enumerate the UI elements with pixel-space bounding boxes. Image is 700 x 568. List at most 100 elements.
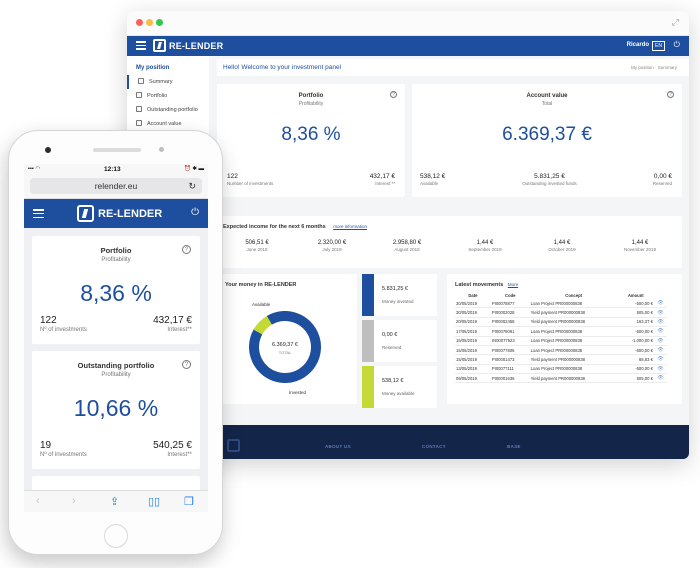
income-value: 1,44 € [476, 240, 494, 246]
relender-logo-icon [77, 205, 94, 222]
table-row[interactable]: 30/05/2019 PI00078877 Loan Project PR00000… [455, 299, 667, 309]
document-icon [136, 92, 142, 98]
donut-slice-available [253, 315, 272, 335]
sidebar-item-portfolio[interactable]: Portfolio [127, 89, 209, 103]
minimize-window-dot[interactable] [146, 19, 153, 26]
view-icon[interactable]: 👁 [653, 326, 667, 337]
portfolio-card: Portfolio Profitability ? 8,36 % 122 Num… [217, 84, 405, 197]
help-icon[interactable]: ? [390, 91, 397, 98]
outstanding-investments: 19 Nº of investments [40, 440, 87, 458]
donut-invested-label: Invested [289, 390, 307, 395]
date-cell: 30/05/2019 [455, 299, 491, 309]
column-header: Date [468, 293, 478, 298]
portfolio-profitability: 8,36 % [281, 124, 341, 145]
help-icon[interactable]: ? [182, 245, 191, 254]
help-icon[interactable]: ? [182, 360, 191, 369]
reserved-label: Reserved [652, 181, 672, 186]
footer-link-base[interactable]: BASE [507, 444, 521, 449]
income-month-label: August 2019 [394, 247, 420, 252]
view-icon[interactable]: 👁 [653, 317, 667, 328]
power-icon[interactable]: ⏻ [673, 40, 680, 49]
home-button[interactable] [104, 524, 128, 548]
view-icon[interactable]: 👁 [653, 299, 667, 309]
window-chrome: ⤢ [127, 11, 689, 36]
investments-label: Number of investments [227, 181, 274, 186]
bookmarks-icon[interactable]: ▯▯ [148, 496, 161, 508]
sidebar-item-summary[interactable]: Summary [127, 75, 209, 89]
footer-logo-icon [227, 439, 240, 452]
camera-icon [45, 147, 51, 153]
income-more-link[interactable]: more information [333, 224, 367, 229]
account-title: Account value [526, 93, 568, 99]
language-selector[interactable]: EN [652, 41, 665, 51]
status-bar: ▪▪▪ ◠ 12:13 ⏰ ✱ ▬ [24, 164, 208, 175]
folder-icon [136, 106, 142, 112]
menu-icon[interactable] [136, 41, 146, 52]
table-row[interactable]: 15/05/2019 IN00077523 Loan Project PR00000… [455, 336, 667, 346]
footer-link-about[interactable]: ABOUT US [325, 444, 351, 449]
income-month-label: June 2019 [246, 247, 268, 252]
sidebar-item-label: Summary [149, 79, 173, 85]
close-window-dot[interactable] [136, 19, 143, 26]
view-icon[interactable]: 👁 [653, 307, 667, 318]
table-row[interactable]: 17/05/2019 PI00078091 Loan Project PR00000… [455, 326, 667, 337]
url-field[interactable]: relender.eu [30, 178, 202, 194]
money-card: Your money in RE-LENDER 6.369,37 € TOTAL… [217, 274, 357, 404]
tabs-icon[interactable]: ❐ [184, 496, 194, 508]
user-name[interactable]: Ricardo [626, 42, 649, 48]
date-cell: 30/05/2019 [455, 307, 491, 318]
sidebar-item-label: Outstanding portfolio [147, 107, 198, 113]
brand-logo[interactable]: RE-LENDER [77, 205, 162, 222]
view-icon[interactable]: 👁 [653, 373, 667, 384]
concept-cell: Loan Project PR000000838 [529, 364, 618, 375]
table-row[interactable]: 30/05/2019 PI00002028 Yield payment PR0000… [455, 307, 667, 318]
reload-icon[interactable]: ↻ [188, 181, 196, 191]
table-row[interactable]: 15/05/2019 PI00001473 Yield payment PR0000… [455, 354, 667, 365]
footer-link-contact[interactable]: CONTACT [422, 444, 446, 449]
breadcrumb: My position · Summary [630, 65, 677, 70]
concept-cell: Yield payment PR000000838 [529, 317, 618, 328]
expand-icon[interactable]: ⤢ [671, 18, 679, 28]
sidebar-item-account-value[interactable]: Account value [127, 117, 209, 131]
maximize-window-dot[interactable] [156, 19, 163, 26]
table-row[interactable]: 09/05/2019 PI00001636 Yield payment PR0000… [455, 373, 667, 384]
back-icon[interactable]: ‹ [36, 495, 40, 507]
power-icon[interactable]: ⏻ [191, 207, 199, 218]
outstanding-value: 5.831,25 € [534, 173, 565, 180]
income-month: 2.958,80 € August 2019 [372, 240, 442, 252]
movements-more-link[interactable]: More [507, 282, 519, 287]
view-icon[interactable]: 👁 [653, 354, 667, 365]
menu-icon[interactable] [33, 209, 44, 221]
table-header-row: Date Code Concept Amount [455, 292, 667, 299]
amount-cell: -500,00 € [617, 345, 654, 356]
interest-value: 540,25 € [153, 440, 192, 451]
forward-icon[interactable]: › [72, 495, 76, 507]
desktop-window: ⤢ RE-LENDER Ricardo EN ⏻ My position Sum… [127, 11, 689, 459]
income-month-label: November 2019 [623, 247, 657, 252]
view-icon[interactable]: 👁 [653, 345, 667, 356]
income-value: 506,51 € [245, 240, 269, 246]
date-cell: 15/05/2019 [455, 345, 491, 356]
view-icon[interactable]: 👁 [653, 364, 667, 375]
phone-device: ▪▪▪ ◠ 12:13 ⏰ ✱ ▬ relender.eu ↻ RE-LENDE… [8, 130, 223, 555]
table-row[interactable]: 13/05/2019 PI00077111 Loan Project PR00000… [455, 364, 667, 375]
money-reserved-tile: 0,00 € Reserved [362, 320, 437, 362]
sensor-dot [159, 147, 164, 152]
investments-label: Nº of investments [40, 327, 87, 333]
portfolio-subtitle: Profitability [298, 101, 324, 107]
view-icon[interactable]: 👁 [653, 336, 667, 346]
tile-label: Money invested [382, 299, 414, 304]
outstanding-interest: 540,25 € Interest** [153, 440, 192, 458]
help-icon[interactable]: ? [667, 91, 674, 98]
date-cell: 15/05/2019 [455, 336, 491, 346]
date-cell: 15/05/2019 [455, 354, 491, 365]
tile-color-bar [362, 274, 374, 316]
table-row[interactable]: 20/05/2019 PI00002458 Yield payment PR0000… [455, 317, 667, 328]
expected-income-card: Expected income for the next 6 months mo… [217, 216, 682, 268]
tile-label: Money available [382, 391, 415, 396]
share-icon[interactable]: ⇪ [110, 496, 120, 508]
sidebar-item-outstanding-portfolio[interactable]: Outstanding portfolio [127, 103, 209, 117]
brand-logo[interactable]: RE-LENDER [153, 39, 223, 52]
table-row[interactable]: 15/05/2019 PI00077806 Loan Project PR00000… [455, 345, 667, 356]
mobile-portfolio-card: Portfolio Profitability ? 8,36 % 122 Nº … [32, 236, 200, 344]
